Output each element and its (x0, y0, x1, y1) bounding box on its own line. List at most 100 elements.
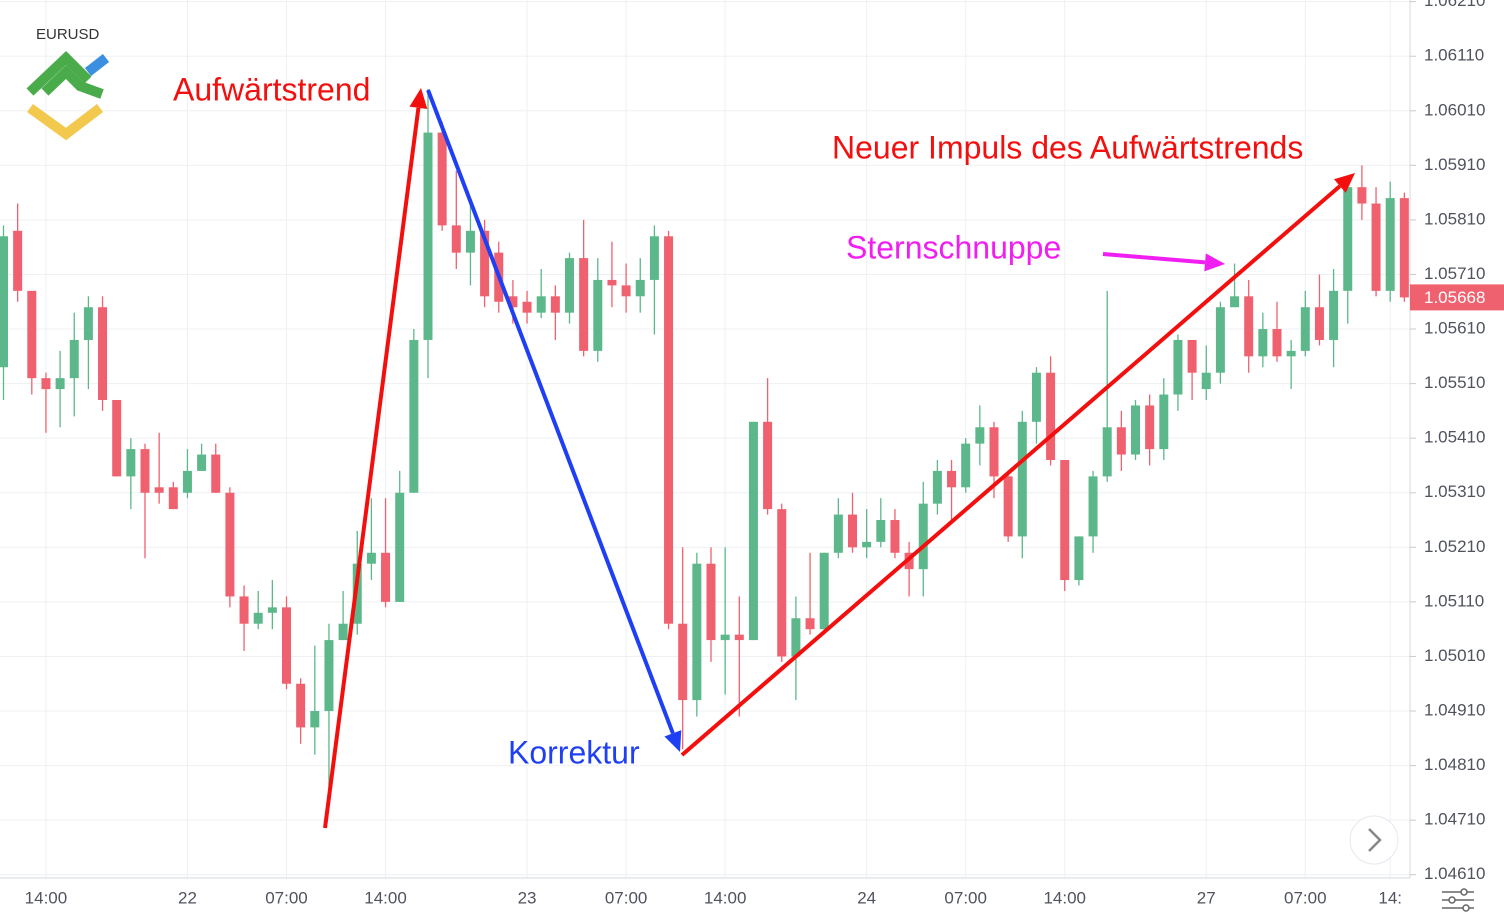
candle-body (1215, 307, 1225, 373)
candle-body (508, 296, 518, 308)
candle-body (1371, 203, 1381, 291)
candle-body (1131, 405, 1140, 455)
candle-body (13, 230, 23, 291)
candle-body (1300, 307, 1310, 351)
candle-body (225, 492, 235, 597)
candle-body (975, 427, 985, 444)
candle-body (381, 552, 391, 602)
y-tick-label: 1.05610 (1424, 319, 1485, 338)
y-tick-label: 1.05710 (1424, 264, 1485, 283)
y-tick-label: 1.04710 (1424, 810, 1485, 829)
arrow-head (1204, 253, 1225, 272)
x-tick-label: 14:00 (704, 888, 747, 907)
symbol: EURUSD (36, 26, 100, 43)
y-tick-label: 1.06210 (1424, 0, 1485, 10)
candle-body (1258, 329, 1268, 357)
candle-body (1116, 427, 1126, 455)
candle-body (1230, 296, 1240, 308)
candle-body (1088, 476, 1098, 537)
candle-body (1145, 405, 1155, 450)
y-tick-label: 1.04810 (1424, 755, 1485, 774)
candle-body (536, 296, 546, 313)
candle-body (324, 640, 334, 712)
candle-body (83, 307, 93, 340)
x-tick-label: 07:00 (1284, 888, 1327, 907)
candle-body (1031, 372, 1041, 422)
y-tick-label: 1.05510 (1424, 373, 1485, 392)
candle-body (55, 378, 65, 390)
candle-body (565, 258, 574, 313)
candle-body (678, 623, 688, 701)
x-tick-label: 14: (1378, 888, 1402, 907)
y-tick-label: 1.05310 (1424, 482, 1485, 501)
candle-body (338, 623, 348, 641)
y-tick-label: 1.06010 (1424, 100, 1485, 119)
candle-body (1385, 198, 1395, 291)
candle-body (437, 132, 447, 226)
y-tick-label: 1.04910 (1424, 701, 1485, 720)
candle-body (423, 132, 433, 340)
y-tick-label: 1.04610 (1424, 864, 1485, 883)
candle-body (366, 552, 376, 564)
candle-body (947, 470, 957, 488)
annotation-arrow (426, 89, 675, 735)
candle-body (607, 279, 617, 286)
candle-body (1399, 198, 1409, 298)
candle-body (819, 552, 829, 630)
candle-body (932, 470, 942, 504)
candle-body (649, 236, 659, 280)
candle-body (267, 607, 277, 613)
y-tick-label: 1.05810 (1424, 209, 1485, 228)
arrow-head (409, 88, 428, 109)
candle-body (621, 285, 631, 297)
candle-body (1272, 329, 1282, 357)
candle-body (848, 514, 857, 548)
candle-body (112, 399, 122, 477)
candle-body (1201, 372, 1211, 390)
scroll-button[interactable] (1349, 815, 1399, 865)
x-tick-label: 07:00 (944, 888, 987, 907)
candle-body (763, 421, 773, 510)
x-tick-label: 14:00 (1043, 888, 1086, 907)
candle-body (0, 236, 8, 368)
candle-body (1357, 187, 1367, 204)
candle-body (579, 258, 589, 351)
candle-body (1159, 394, 1169, 450)
annotation-text: Aufwärtstrend (173, 71, 370, 107)
candle-body (862, 541, 872, 548)
candle-body (1003, 476, 1013, 537)
arrow-head (664, 730, 682, 752)
candle-body (41, 378, 51, 390)
candle-body (664, 236, 674, 624)
candle-body (989, 427, 999, 477)
y-tick-label: 1.05110 (1424, 591, 1484, 610)
candle-body (253, 612, 263, 624)
last-price-tag (1410, 284, 1504, 311)
candle-body (480, 230, 490, 297)
annotation-arrow (680, 184, 1342, 757)
candle-body (1329, 290, 1339, 340)
annotation-text: Neuer Impuls des Aufwärtstrends (832, 129, 1303, 165)
candle-body (1173, 339, 1183, 395)
candle-body (1286, 350, 1296, 357)
x-tick-label: 14:00 (25, 888, 68, 907)
candle-body (211, 454, 221, 493)
candle-body (154, 487, 164, 493)
annotation-arrow (1102, 252, 1206, 265)
annotation-arrow (323, 107, 421, 829)
candle-body (1343, 187, 1353, 291)
candle-body (140, 449, 150, 493)
y-tick-label: 1.05010 (1424, 646, 1485, 665)
settings-icon[interactable] (1442, 888, 1474, 912)
candle-body (1046, 372, 1056, 461)
candle-body (282, 607, 291, 684)
candle-body (593, 279, 603, 351)
candle-body (1314, 307, 1324, 340)
y-tick-label: 1.05410 (1424, 428, 1485, 447)
candle-body (126, 449, 136, 477)
candle-body (706, 563, 716, 641)
candle-body (748, 421, 758, 641)
candle-body (451, 225, 461, 253)
x-tick-label: 27 (1197, 888, 1216, 907)
